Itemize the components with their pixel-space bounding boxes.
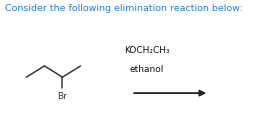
Text: KOCH₂CH₃: KOCH₂CH₃ xyxy=(123,46,169,55)
Text: Consider the following elimination reaction below:: Consider the following elimination react… xyxy=(5,4,242,13)
Text: Br: Br xyxy=(57,92,67,101)
Text: ethanol: ethanol xyxy=(129,65,163,74)
